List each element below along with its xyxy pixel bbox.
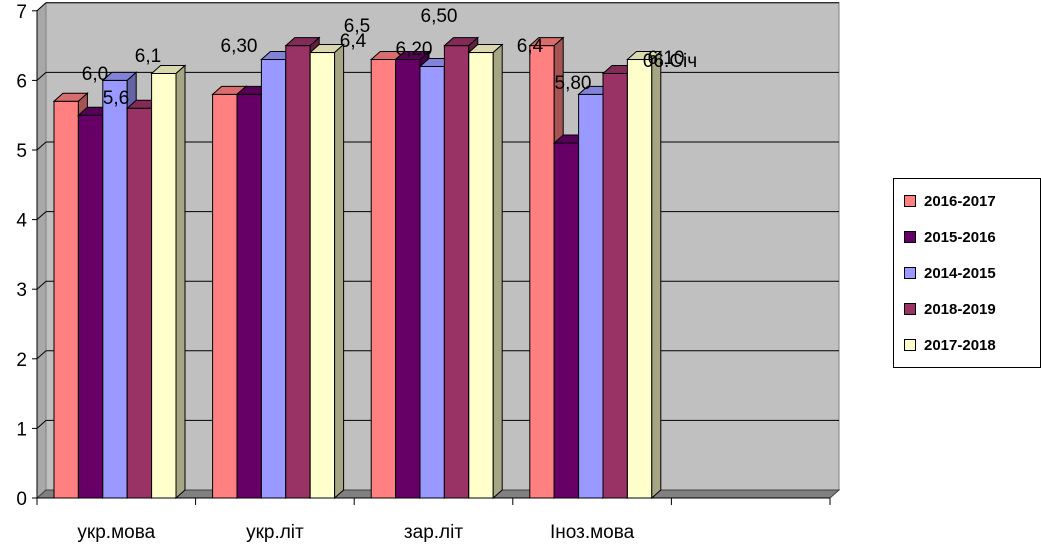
data-label: 6,20 (396, 39, 433, 60)
legend-label: 2015-2016 (924, 228, 996, 246)
bar-front (212, 93, 238, 499)
legend: 2016-2017 2015-2016 2014-2015 2018-2019 … (893, 178, 1041, 368)
gridline (36, 420, 47, 429)
legend-swatch (904, 339, 916, 351)
data-label: 6,30 (221, 36, 258, 57)
gridline (36, 280, 47, 290)
bar-front (626, 59, 653, 499)
bar-front (529, 45, 555, 499)
data-label: 6,50 (421, 6, 458, 27)
bar-front (102, 79, 128, 499)
y-tick-label: 1 (16, 419, 27, 440)
data-label: 6,4 (517, 36, 544, 57)
bar (467, 43, 504, 500)
bar-side (651, 50, 662, 500)
bar-front (468, 52, 494, 499)
bar-front (553, 142, 580, 499)
y-tick-label: 2 (16, 350, 27, 371)
bar-front (443, 45, 470, 499)
legend-swatch (904, 267, 916, 279)
data-label: 06.Січ (643, 51, 697, 72)
legend-item: 2015-2016 (904, 227, 996, 247)
x-tick-label: укр.мова (77, 522, 155, 543)
data-labels: 6,05,66,1 6,306,56,4 6,206,506,45,806,1006… (82, 6, 697, 109)
bar-front (395, 59, 421, 499)
gridline (36, 141, 47, 151)
legend-label: 2017-2018 (924, 336, 996, 354)
bar-front (53, 100, 79, 499)
y-tick-label: 3 (16, 280, 27, 301)
y-tick-label: 5 (16, 141, 27, 162)
bar-front (309, 52, 336, 499)
x-tick-label: Іноз.мова (550, 522, 635, 543)
y-tick-label: 0 (16, 489, 27, 510)
gridline (36, 350, 47, 360)
bar-front (77, 114, 104, 499)
data-label: 6,5 (344, 16, 370, 37)
bar-front (126, 107, 153, 499)
legend-swatch (904, 303, 916, 315)
data-label: 6,1 (135, 46, 161, 67)
gridline (36, 72, 47, 81)
bar-side (175, 64, 186, 500)
data-label: 5,6 (103, 88, 129, 109)
bar (150, 64, 187, 500)
data-label: 6,4 (340, 31, 367, 52)
y-tick-label: 7 (16, 2, 27, 23)
x-tick-label: укр.літ (246, 522, 304, 543)
bar-front (285, 45, 311, 499)
data-label: 5,80 (555, 73, 592, 94)
bar-front (419, 65, 445, 499)
legend-item: 2018-2019 (904, 299, 996, 319)
y-tick-label: 4 (16, 211, 27, 232)
gridline (36, 2, 47, 12)
side-wall (36, 1, 47, 500)
bar-front (260, 59, 287, 499)
legend-item: 2016-2017 (904, 191, 996, 211)
bar-front (151, 72, 177, 499)
gridline (36, 211, 47, 220)
legend-swatch (904, 195, 916, 207)
bar-side (492, 43, 503, 500)
bars (52, 36, 663, 500)
legend-swatch (904, 231, 916, 243)
legend-label: 2014-2015 (924, 264, 996, 282)
bar (308, 43, 345, 500)
bar (626, 50, 663, 500)
y-tick-label: 6 (16, 71, 27, 92)
data-label: 6,10 (648, 48, 685, 69)
legend-item: 2017-2018 (904, 335, 996, 355)
legend-item: 2014-2015 (904, 263, 996, 283)
bar-side (334, 43, 345, 500)
legend-label: 2018-2019 (924, 300, 996, 318)
bar-front (602, 72, 628, 499)
x-tick-label: зар.літ (404, 522, 463, 543)
bar-front (236, 93, 262, 499)
bar-front (578, 93, 604, 499)
data-label: 6,0 (82, 64, 108, 85)
legend-label: 2016-2017 (924, 192, 996, 210)
bar-front (370, 59, 397, 499)
axes: 0 1 2 3 4 5 6 7 укр.мова укр.літ зар.літ Іноз.мова (16, 2, 831, 543)
